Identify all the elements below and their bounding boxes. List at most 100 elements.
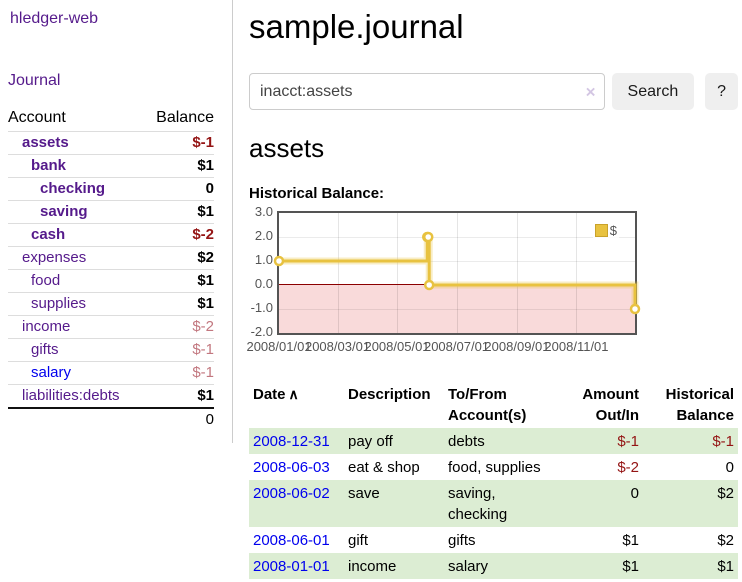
account-row: expenses $2 — [8, 246, 214, 270]
x-tick-label: 2008/09/01 — [484, 339, 550, 354]
transaction-description: save — [348, 485, 380, 502]
transaction-amount: $-1 — [617, 433, 639, 450]
transaction-balance: $2 — [717, 485, 734, 502]
accounts-total-spacer — [8, 408, 144, 431]
y-tick-label: 0.0 — [254, 276, 273, 291]
transaction-date-link[interactable]: 2008-06-01 — [253, 532, 330, 549]
register-header-accounts: To/From Account(s) — [448, 386, 527, 424]
transaction-balance: $-1 — [712, 433, 734, 450]
transaction-accounts: saving, checking — [448, 485, 508, 523]
register-row: 2008-06-03 eat & shop food, supplies $-2 0 — [249, 454, 738, 480]
chart-legend: $ — [592, 222, 619, 239]
register-header-amount: Amount Out/In — [582, 386, 639, 424]
sidebar-account-link[interactable]: assets — [22, 134, 69, 151]
sort-ascending-icon: ∧ — [288, 386, 299, 402]
sidebar-account-link[interactable]: gifts — [31, 341, 59, 358]
account-row: saving $1 — [8, 200, 214, 224]
data-point[interactable] — [423, 279, 435, 291]
y-gridline — [279, 237, 635, 238]
search-box: × — [249, 73, 605, 110]
register-header-date[interactable]: Date ∧ — [253, 386, 299, 403]
account-row: gifts $-1 — [8, 338, 214, 362]
sidebar-account-link[interactable]: checking — [40, 180, 106, 197]
y-tick-label: -1.0 — [250, 300, 273, 315]
data-point[interactable] — [422, 231, 434, 243]
legend-label: $ — [609, 223, 617, 238]
account-balance: $-1 — [192, 134, 214, 151]
account-balance: $2 — [197, 249, 214, 266]
transaction-amount: $1 — [622, 532, 639, 549]
transaction-accounts: debts — [448, 433, 485, 450]
transaction-balance: $1 — [717, 558, 734, 575]
y-tick-label: 1.0 — [254, 252, 273, 267]
search-input[interactable] — [249, 73, 605, 110]
x-tick-label: 2008/11/01 — [544, 339, 609, 354]
account-row: liabilities:debts $1 — [8, 384, 214, 409]
accounts-header-account: Account — [8, 109, 66, 126]
account-row: cash $-2 — [8, 223, 214, 247]
sidebar-account-link[interactable]: liabilities:debts — [22, 387, 120, 404]
transaction-date-link[interactable]: 2008-06-03 — [253, 459, 330, 476]
clear-search-icon[interactable]: × — [585, 82, 596, 101]
sidebar-item-journal[interactable]: Journal — [8, 72, 61, 89]
transaction-date-link[interactable]: 2008-06-02 — [253, 485, 330, 502]
account-balance: $-1 — [192, 364, 214, 381]
accounts-table: Account Balance assets $-1 bank $1 checking 0… — [8, 106, 214, 431]
main-content: sample.journal × Search ? assets Histori… — [233, 0, 742, 579]
balance-chart[interactable]: 2008/01/01 2008/03/01 2008/05/01 2008/07/01… — [246, 205, 738, 357]
sidebar-account-link[interactable]: cash — [31, 226, 66, 243]
accounts-header-balance: Balance — [156, 109, 214, 126]
x-tick-label: 2008/01/01 — [246, 339, 312, 354]
transaction-description: income — [348, 558, 397, 575]
account-row: assets $-1 — [8, 131, 214, 155]
register-table: Date ∧ Description To/From Account(s) Amo… — [249, 382, 738, 579]
x-gridline — [516, 213, 518, 333]
accounts-header-row: Account Balance — [8, 106, 214, 132]
transaction-balance: 0 — [725, 459, 734, 476]
account-row: bank $1 — [8, 154, 214, 178]
y-gridline — [279, 309, 635, 310]
sidebar: hledger-web Journal Account Balance asse… — [0, 0, 233, 443]
account-balance: $1 — [197, 272, 214, 289]
register-row: 2008-06-02 save saving, checking 0 $2 — [249, 480, 738, 527]
help-button[interactable]: ? — [705, 73, 738, 110]
sidebar-account-link[interactable]: supplies — [31, 295, 87, 312]
account-balance: 0 — [205, 180, 214, 197]
sidebar-account-link[interactable]: saving — [40, 203, 88, 220]
account-row: checking 0 — [8, 177, 214, 201]
account-balance: $1 — [197, 157, 214, 174]
search-form: × Search ? — [249, 73, 738, 110]
data-point[interactable] — [273, 255, 285, 267]
transaction-accounts: gifts — [448, 532, 476, 549]
chart-plot-area[interactable]: 2008/01/01 2008/03/01 2008/05/01 2008/07/01… — [246, 211, 641, 354]
register-row: 2008-12-31 pay off debts $-1 $-1 — [249, 428, 738, 454]
sidebar-account-link[interactable]: bank — [31, 157, 67, 174]
y-tick-label: 3.0 — [254, 204, 273, 219]
account-balance: $1 — [197, 295, 214, 312]
sidebar-account-link[interactable]: expenses — [22, 249, 87, 266]
account-row: income $-2 — [8, 315, 214, 339]
account-balance: $-1 — [192, 341, 214, 358]
account-balance: $1 — [197, 387, 214, 404]
register-header-row: Date ∧ Description To/From Account(s) Amo… — [249, 382, 738, 428]
transaction-date-link[interactable]: 2008-01-01 — [253, 558, 330, 575]
sidebar-account-link[interactable]: food — [31, 272, 61, 289]
register-row: 2008-06-01 gift gifts $1 $2 — [249, 527, 738, 553]
sidebar-account-link[interactable]: income — [22, 318, 71, 335]
search-button[interactable]: Search — [611, 73, 695, 110]
transaction-date-link[interactable]: 2008-12-31 — [253, 433, 330, 450]
data-point[interactable] — [629, 303, 641, 315]
x-gridline — [397, 213, 399, 333]
transaction-description: gift — [348, 532, 369, 549]
sidebar-account-link[interactable]: salary — [31, 364, 72, 381]
app-title-link[interactable]: hledger-web — [10, 10, 99, 27]
x-gridline — [456, 213, 458, 333]
x-tick-label: 2008/07/01 — [423, 339, 490, 354]
register-header-description: Description — [348, 386, 431, 403]
transaction-amount: $-2 — [617, 459, 639, 476]
x-tick-label: 2008/05/01 — [364, 339, 430, 354]
transaction-amount: 0 — [630, 485, 639, 502]
account-row: supplies $1 — [8, 292, 214, 316]
account-row: salary $-1 — [8, 361, 214, 385]
